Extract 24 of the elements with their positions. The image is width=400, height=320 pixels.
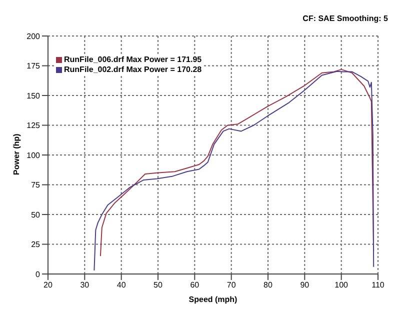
x-tick-label: 30 [80,280,90,290]
x-tick-label: 110 [372,280,385,290]
y-tick-label: 200 [26,32,41,41]
y-tick-label: 25 [31,240,41,250]
y-tick-label: 125 [26,121,41,130]
y-tick-label: 150 [26,91,41,100]
y-tick-label: 175 [26,62,41,71]
x-tick-label: 60 [190,280,200,290]
x-tick-label: 40 [116,280,126,290]
legend-label: RunFile_006.drf Max Power = 171.95 [64,55,202,65]
y-tick-label: 50 [31,210,41,220]
x-tick-label: 70 [226,280,236,290]
y-axis-title: Power (hp) [12,133,21,175]
y-tick-label: 75 [31,180,41,190]
x-tick-label: 100 [334,280,349,290]
x-tick-label: 80 [264,280,273,290]
x-tick-label: 20 [44,280,53,290]
y-tick-label: 100 [26,150,41,160]
text: CF: SAE Smoothing: 5 [302,14,388,23]
x-tick-label: 90 [300,280,310,290]
y-tick-label: 0 [36,270,41,279]
legend-label: RunFile_002.drf Max Power = 170.28 [64,65,202,75]
x-axis-title: Speed (mph) [188,295,238,304]
x-tick-label: 50 [154,280,163,290]
